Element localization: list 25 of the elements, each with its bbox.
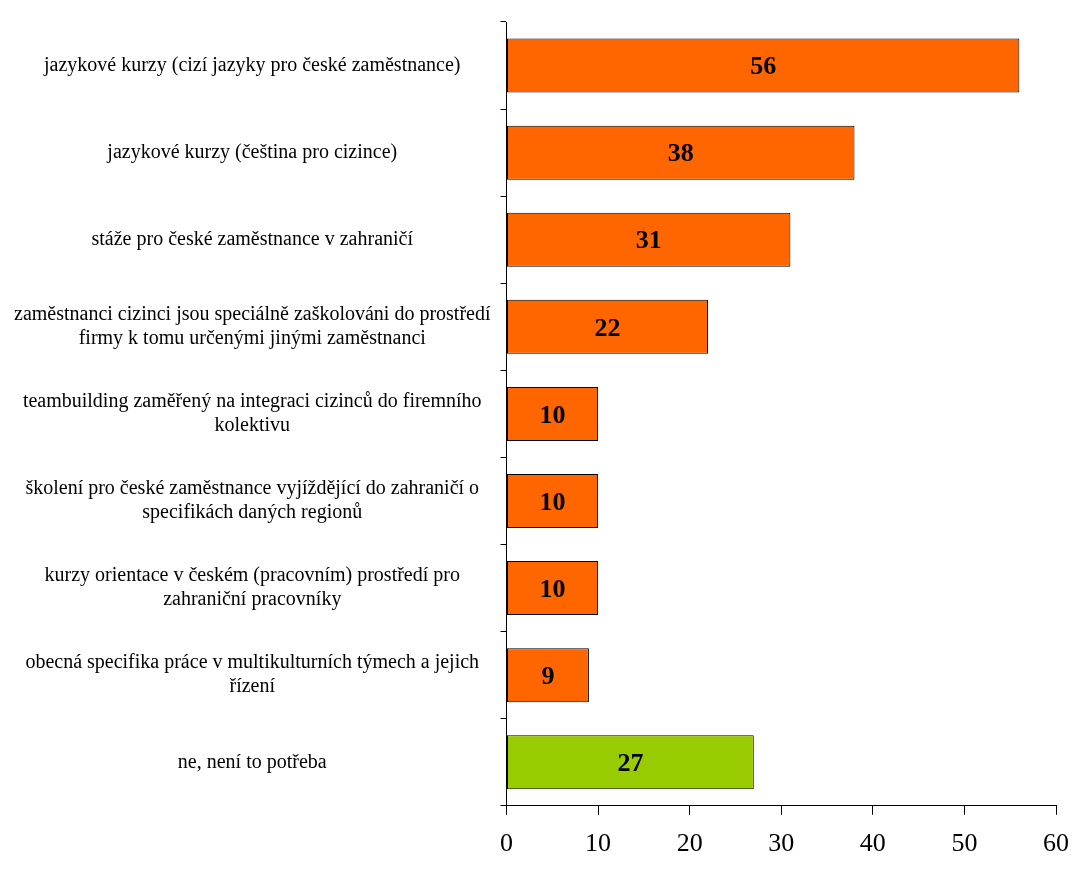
- x-tick-label: 20: [676, 828, 703, 858]
- y-tick-label: jazykové kurzy (čeština pro cizince): [106, 139, 398, 163]
- y-tick-label: ne, není to potřeba: [177, 749, 327, 773]
- data-label: 9: [541, 660, 555, 690]
- y-tick-label: jazykové kurzy (cizí jazyky pro české zaměstnance): [43, 52, 461, 76]
- data-label: 31: [635, 225, 662, 255]
- data-label: 38: [667, 138, 694, 168]
- y-tick-label: kurzy orientace v českém (pracovním) prostředí pro zahraniční pracovníky: [44, 563, 460, 611]
- x-tick-label: 50: [951, 828, 978, 858]
- y-tick-label: teambuilding zaměřený na integraci cizinců do firemního kolektivu: [22, 389, 482, 436]
- data-label: 56: [750, 51, 777, 81]
- x-tick-label: 40: [859, 828, 886, 858]
- y-tick-label: stáže pro české zaměstnance v zahraničí: [91, 226, 414, 250]
- data-label: 10: [539, 399, 566, 429]
- y-tick-label: obecná specifika práce v multikulturních týmech a jejich řízení: [25, 650, 480, 697]
- y-tick-label: zaměstnanci cizinci jsou speciálně zaškolováni do prostředí firmy k tomu určenými jinými zaměstnanci: [13, 302, 491, 350]
- data-label: 10: [539, 573, 566, 603]
- data-label: 27: [617, 747, 644, 777]
- x-tick-label: 0: [500, 828, 513, 858]
- y-tick-label: školení pro české zaměstnance vyjíždějící do zahraničí o specifikách daných regionů: [25, 476, 480, 524]
- x-tick-label: 30: [768, 828, 795, 858]
- x-tick-label: 10: [585, 828, 612, 858]
- data-label: 10: [539, 486, 566, 516]
- data-label: 22: [594, 312, 621, 342]
- x-tick-label: 60: [1043, 828, 1069, 858]
